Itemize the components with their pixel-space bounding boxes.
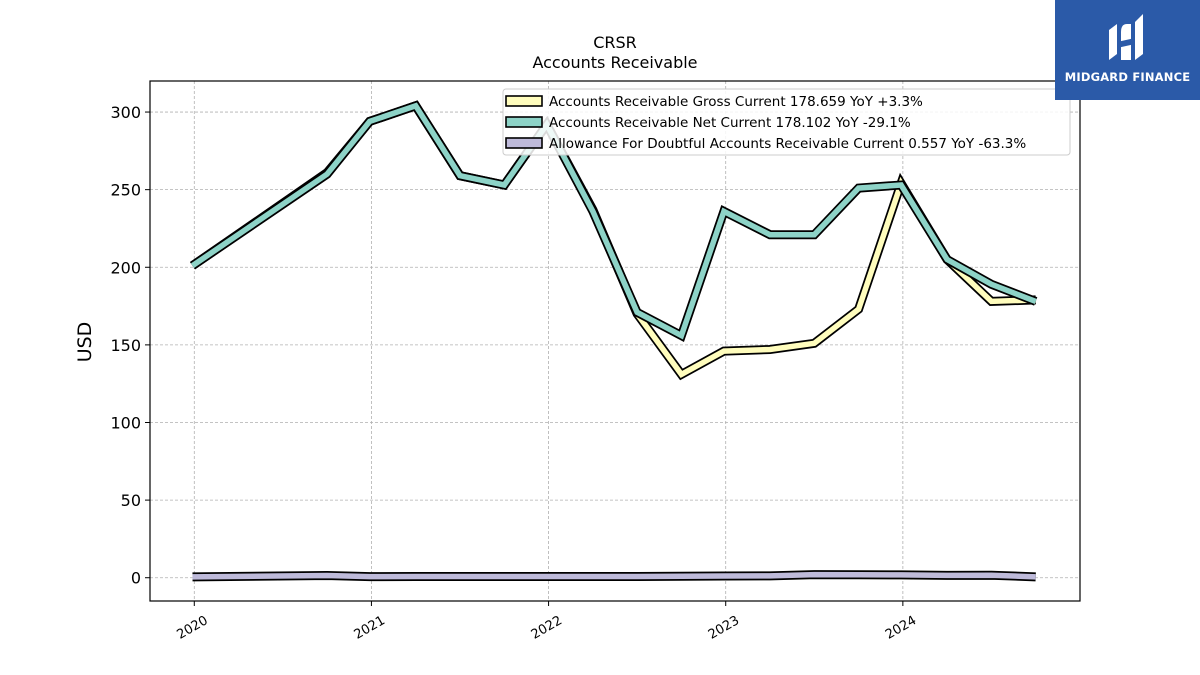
axes: 0 50 100 150 200 250 300 2020 2021 2022 2023 2024: [110, 103, 919, 643]
series-layer: [189, 100, 1038, 582]
x-tick-label: 2022: [529, 613, 565, 643]
legend-label: Accounts Receivable Net Current 178.102 …: [549, 115, 911, 131]
series-3: [192, 570, 1036, 582]
plot-frame: [149, 80, 1081, 602]
chart-subtitle: Accounts Receivable: [532, 53, 697, 72]
grid: [150, 81, 1080, 601]
y-tick-label: 50: [121, 491, 141, 510]
legend: Accounts Receivable Gross Current 178.65…: [502, 88, 1071, 156]
series-line: [192, 571, 1036, 580]
legend-swatch: [505, 116, 543, 128]
legend-label: Allowance For Doubtful Accounts Receivab…: [549, 136, 1026, 152]
x-tick-label: 2023: [706, 613, 742, 643]
x-tick-label: 2021: [352, 613, 388, 643]
y-tick-label: 250: [110, 181, 141, 200]
brand-logo: MIDGARD FINANCE: [1055, 0, 1200, 100]
x-tick-label: 2024: [883, 613, 919, 643]
y-axis-label: USD: [74, 322, 96, 363]
y-tick-label: 200: [110, 258, 141, 277]
legend-swatch: [505, 95, 543, 107]
x-tick-label: 2020: [174, 613, 210, 643]
series-line: [190, 102, 1037, 340]
legend-box: [502, 88, 1071, 156]
y-tick-label: 100: [110, 413, 141, 432]
y-tick-label: 300: [110, 103, 141, 122]
y-tick-label: 0: [131, 569, 141, 588]
legend-label: Accounts Receivable Gross Current 178.65…: [549, 94, 923, 110]
series-2: [189, 100, 1038, 343]
y-tick-label: 150: [110, 336, 141, 355]
chart-title: CRSR: [593, 33, 637, 52]
legend-swatch: [505, 137, 543, 149]
midgard-logo-icon: [1109, 14, 1143, 60]
brand-logo-text: MIDGARD FINANCE: [1064, 70, 1191, 84]
